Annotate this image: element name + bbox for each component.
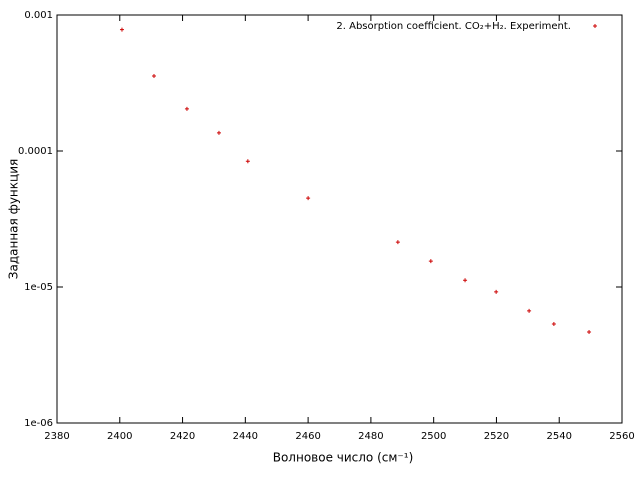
x-tick-label: 2400 <box>107 431 132 442</box>
x-tick-label: 2540 <box>546 431 571 442</box>
data-point <box>119 27 124 32</box>
data-point <box>306 196 311 201</box>
data-point <box>216 130 221 135</box>
legend-marker <box>593 24 597 28</box>
y-tick-label: 0.001 <box>24 10 53 21</box>
y-tick-label: 1e-05 <box>24 282 53 293</box>
legend-label: 2. Absorption coefficient. CO₂+H₂. Exper… <box>336 21 571 32</box>
data-point <box>245 159 250 164</box>
x-tick-label: 2560 <box>609 431 634 442</box>
data-point <box>463 278 468 283</box>
x-tick-label: 2500 <box>421 431 446 442</box>
data-point <box>184 106 189 111</box>
data-point <box>395 240 400 245</box>
data-point <box>587 329 592 334</box>
data-point <box>527 308 532 313</box>
plot-border <box>56 14 623 424</box>
y-tick-label: 0.0001 <box>18 146 53 157</box>
data-point <box>151 74 156 79</box>
data-point <box>494 289 499 294</box>
y-tick-label: 1e-06 <box>24 418 53 429</box>
x-tick-label: 2520 <box>484 431 509 442</box>
data-point <box>551 321 556 326</box>
x-tick-label: 2380 <box>44 431 69 442</box>
x-axis-label: Волновое число (см⁻¹) <box>273 451 414 465</box>
y-axis-label: Заданная функция <box>7 159 21 279</box>
x-tick-label: 2420 <box>170 431 195 442</box>
x-tick-label: 2440 <box>233 431 258 442</box>
x-tick-label: 2460 <box>295 431 320 442</box>
x-tick-label: 2480 <box>358 431 383 442</box>
data-point <box>428 259 433 264</box>
